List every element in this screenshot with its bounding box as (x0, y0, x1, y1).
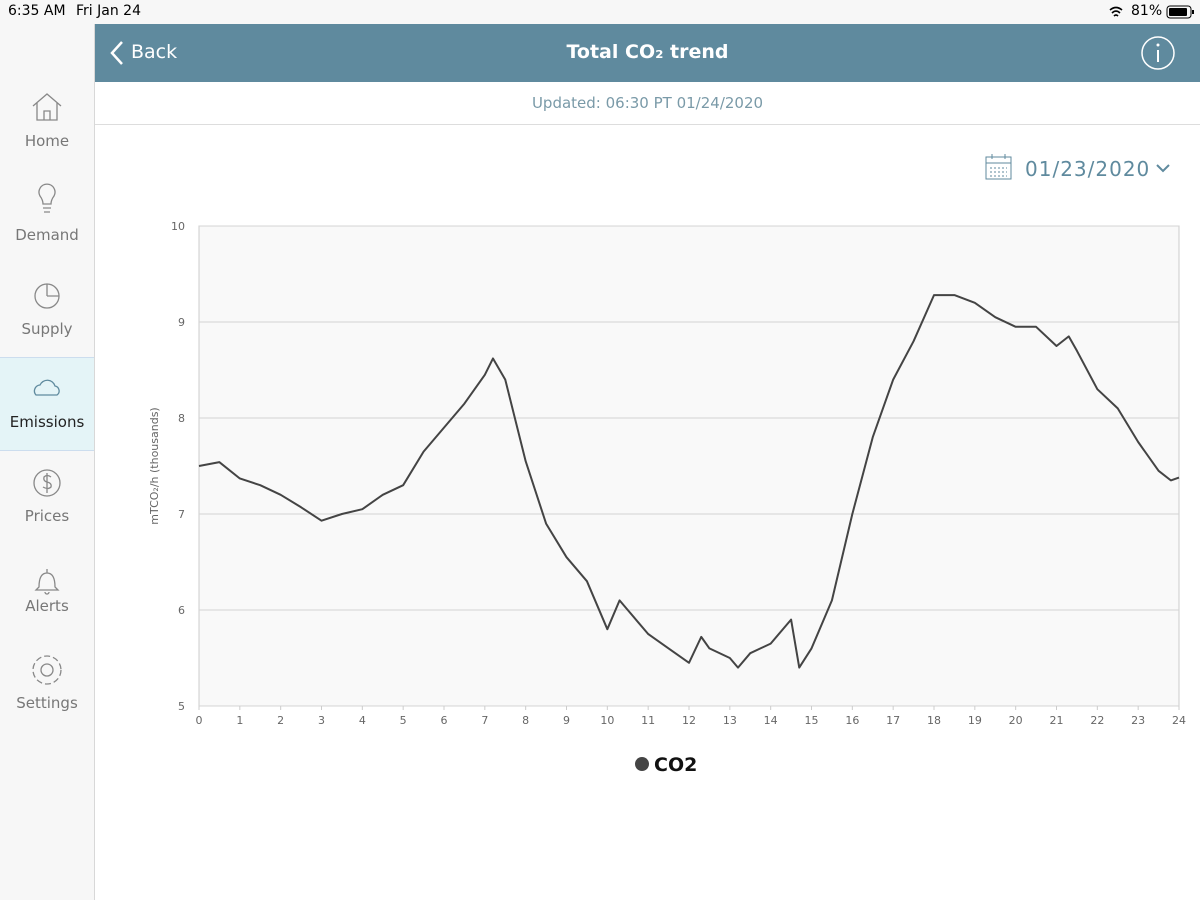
x-tick-label: 0 (196, 714, 203, 727)
x-tick-label: 12 (682, 714, 696, 727)
y-tick-label: 6 (178, 604, 185, 617)
y-axis-label: mTCO₂/h (thousands) (148, 407, 161, 524)
x-tick-label: 22 (1090, 714, 1104, 727)
x-tick-label: 6 (441, 714, 448, 727)
x-tick-label: 20 (1009, 714, 1023, 727)
nav-item[interactable]: Demand (15, 226, 79, 244)
y-tick-label: 5 (178, 700, 185, 713)
plot-area (198, 225, 1180, 707)
legend-label: CO2 (654, 754, 697, 776)
x-tick-label: 13 (723, 714, 737, 727)
y-tick-label: 7 (178, 508, 185, 521)
y-tick-label: 8 (178, 412, 185, 425)
x-tick-label: 4 (359, 714, 366, 727)
nav-icons (32, 93, 62, 685)
updated-text: Updated: 06:30 PT 01/24/2020 (95, 82, 1200, 125)
x-tick-label: 7 (481, 714, 488, 727)
x-tick-label: 17 (886, 714, 900, 727)
status-bar: 6:35 AM Fri Jan 24 81% (0, 0, 1200, 24)
nav-item[interactable]: Home (24, 132, 70, 150)
dropdown-chevron[interactable] (1155, 162, 1171, 174)
x-tick-label: 19 (968, 714, 982, 727)
nav-item[interactable]: Emissions (9, 413, 85, 431)
nav-item[interactable]: Alerts (25, 597, 69, 615)
legend-marker (635, 757, 649, 771)
x-tick-label: 18 (927, 714, 941, 727)
x-tick-label: 14 (764, 714, 778, 727)
x-tick-label: 21 (1050, 714, 1064, 727)
battery-text: 81% (1131, 3, 1163, 19)
status-icons (1109, 5, 1194, 19)
x-tick-label: 3 (318, 714, 325, 727)
data-line (198, 294, 1180, 669)
x-tick-label: 9 (563, 714, 570, 727)
x-tick-label: 15 (805, 714, 819, 727)
nav-item[interactable]: Prices (24, 507, 70, 525)
y-tick-label: 9 (178, 316, 185, 329)
x-tick-label: 24 (1172, 714, 1186, 727)
back-chevron[interactable] (109, 40, 125, 66)
x-tick-label: 11 (641, 714, 655, 727)
header-bar: Back Total CO₂ trend (95, 24, 1200, 82)
x-tick-label: 8 (522, 714, 529, 727)
page-title: Total CO₂ trend (566, 41, 729, 63)
x-tick-label: 1 (236, 714, 243, 727)
x-tick-label: 10 (600, 714, 614, 727)
selected-highlight (0, 357, 94, 451)
back-button[interactable]: Back (131, 41, 178, 63)
x-tick-label: 23 (1131, 714, 1145, 727)
x-tick-label: 16 (845, 714, 859, 727)
x-tick-label: 5 (400, 714, 407, 727)
calendar-icon[interactable] (984, 153, 1014, 183)
date-picker[interactable]: 01/23/2020 (1025, 157, 1151, 181)
nav-item[interactable]: Supply (21, 320, 73, 338)
y-tick-label: 10 (171, 220, 185, 233)
nav-item[interactable]: Settings (16, 694, 78, 712)
sidebar: Home Demand Supply Emissions Prices Alerts Set… (0, 24, 95, 900)
status-time: 6:35 AM (8, 3, 66, 19)
status-date: Fri Jan 24 (76, 3, 141, 19)
info-button[interactable] (1140, 35, 1176, 71)
x-tick-label: 2 (277, 714, 284, 727)
